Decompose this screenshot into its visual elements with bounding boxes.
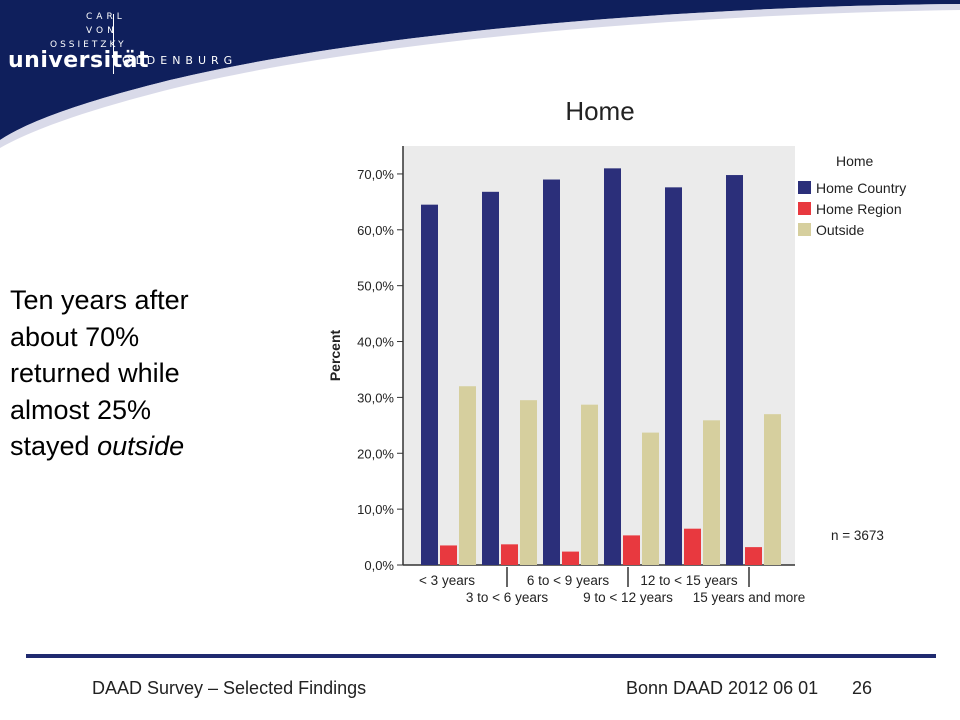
- bar-chart: 0,0% 10,0% 20,0% 30,0% 40,0% 50,0% 60,0% 70,0% P…: [327, 146, 906, 605]
- footer-date: Bonn DAAD 2012 06 01: [626, 678, 819, 698]
- body-line-2: about 70%: [10, 321, 140, 352]
- body-line-1: Ten years after: [10, 285, 189, 315]
- y-tick-label: 70,0%: [357, 167, 394, 182]
- legend-swatch: [798, 181, 811, 194]
- logo-ossietzky: OSSIETZKY: [50, 40, 127, 50]
- footer-title: DAAD Survey – Selected Findings: [92, 678, 367, 698]
- y-tick-label: 50,0%: [357, 279, 394, 294]
- body-line-4: almost 25%: [10, 394, 152, 425]
- legend-label: Home Region: [816, 201, 902, 217]
- x-tick-label: 6 to < 9 years: [527, 573, 609, 588]
- header-banner: [0, 0, 960, 148]
- logo-universitaet: universität: [8, 48, 149, 73]
- bar-home-country: [482, 191, 499, 565]
- bar-home-region: [440, 545, 457, 565]
- legend-label: Home Country: [816, 180, 906, 196]
- body-italic-word: outside: [97, 431, 185, 461]
- chart-title: Home: [565, 96, 635, 126]
- x-tick-label: < 3 years: [419, 573, 475, 588]
- bar-outside: [581, 404, 598, 565]
- bar-home-region: [684, 528, 701, 565]
- footer-rule: [26, 654, 936, 658]
- logo-oldenburg: OLDENBURG: [122, 54, 238, 67]
- x-tick-label: 12 to < 15 years: [640, 573, 737, 588]
- slide-body-text: Ten years after about 70% returned while al…: [10, 282, 250, 465]
- bar-home-country: [543, 179, 560, 565]
- bar-home-region: [562, 551, 579, 565]
- logo-divider: [113, 14, 114, 74]
- page-number: 26: [852, 678, 873, 698]
- x-tick-label: 15 years and more: [693, 590, 806, 605]
- bar-home-country: [604, 168, 621, 565]
- y-tick-label: 10,0%: [357, 502, 394, 517]
- x-tick-label: 3 to < 6 years: [466, 590, 548, 605]
- logo-von: VON: [86, 26, 118, 36]
- bar-home-country: [726, 175, 743, 565]
- bar-outside: [703, 420, 720, 565]
- legend-label: Outside: [816, 222, 864, 238]
- y-tick-label: 0,0%: [364, 558, 394, 573]
- body-line-5: stayed: [10, 431, 98, 461]
- y-tick-label: 20,0%: [357, 446, 394, 461]
- bar-home-region: [623, 535, 640, 565]
- bar-home-country: [665, 187, 682, 565]
- bar-outside: [520, 400, 537, 565]
- y-tick-label: 30,0%: [357, 390, 394, 405]
- y-tick-label: 60,0%: [357, 223, 394, 238]
- legend-title: Home: [836, 153, 874, 169]
- header-swoosh-highlight: [0, 4, 960, 148]
- body-line-3: returned while: [10, 358, 180, 388]
- bar-home-region: [501, 544, 518, 565]
- header-navy-swoosh: [0, 0, 960, 140]
- bar-outside: [764, 414, 781, 565]
- bar-outside: [459, 386, 476, 565]
- x-tick-label: 9 to < 12 years: [583, 590, 673, 605]
- y-axis-label: Percent: [327, 329, 343, 381]
- bar-outside: [642, 432, 659, 565]
- bar-home-region: [745, 547, 762, 565]
- y-tick-label: 40,0%: [357, 335, 394, 350]
- legend-swatch: [798, 223, 811, 236]
- logo-carl: CARL: [86, 12, 126, 22]
- bar-home-country: [421, 204, 438, 565]
- legend-swatch: [798, 202, 811, 215]
- sample-size-note: n = 3673: [831, 528, 884, 543]
